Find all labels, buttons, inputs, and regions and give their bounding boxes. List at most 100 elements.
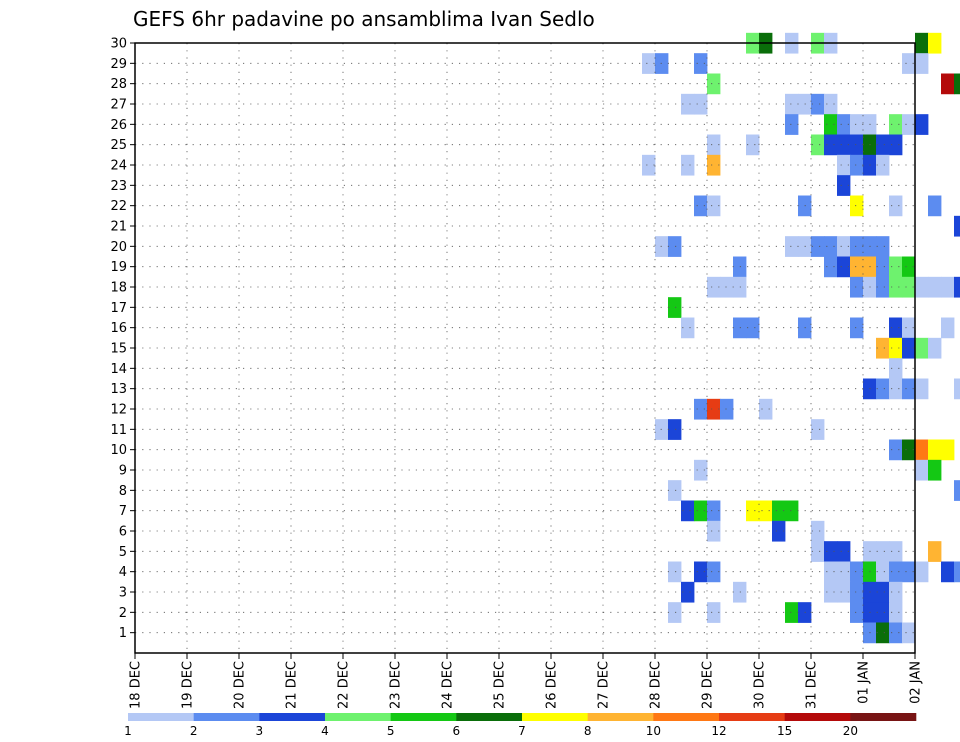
- heatmap-cell: [811, 93, 825, 115]
- y-tick-label: 5: [119, 545, 127, 560]
- heatmap-cell: [902, 256, 916, 278]
- heatmap-cell: [915, 337, 929, 359]
- y-tick-label: 17: [110, 301, 127, 316]
- heatmap-cell: [876, 622, 890, 644]
- y-tick-label: 22: [110, 199, 127, 214]
- heatmap-cell: [707, 520, 721, 542]
- heatmap-cell: [668, 419, 682, 440]
- x-tick-label: 20 DEC: [233, 661, 248, 709]
- heatmap-cell: [824, 114, 838, 135]
- y-tick-label: 29: [110, 57, 127, 72]
- heatmap-cell: [837, 134, 851, 156]
- x-tick-label: 23 DEC: [389, 661, 404, 709]
- x-tick-label: 26 DEC: [545, 661, 560, 709]
- heatmap-cell: [928, 32, 942, 54]
- heatmap-cell: [902, 276, 916, 298]
- y-tick-label: 25: [110, 138, 127, 153]
- heatmap-cell: [824, 561, 838, 583]
- heatmap-cell: [642, 154, 656, 176]
- heatmap-cell: [837, 154, 851, 176]
- y-tick-label: 8: [119, 484, 127, 499]
- heatmap-cell: [811, 134, 825, 156]
- heatmap-cell: [928, 541, 942, 562]
- heatmap-cell: [785, 93, 799, 115]
- y-tick-label: 18: [110, 281, 127, 296]
- heatmap-cell: [824, 541, 838, 562]
- x-tick-label: 02 JAN: [909, 661, 924, 704]
- colorbar-swatch: [390, 713, 457, 721]
- y-tick-label: 6: [119, 525, 127, 540]
- y-tick-label: 20: [110, 240, 127, 255]
- heatmap-cell: [941, 561, 955, 583]
- heatmap-cell: [889, 358, 903, 379]
- colorbar-swatch: [784, 713, 851, 721]
- y-tick-label: 15: [110, 342, 127, 357]
- colorbar-label: 5: [387, 724, 395, 738]
- heatmap-cell: [759, 500, 773, 522]
- heatmap-cell: [811, 541, 825, 562]
- heatmap-cell: [694, 93, 708, 115]
- colorbar-swatch: [719, 713, 785, 721]
- heatmap-cell: [941, 317, 955, 339]
- heatmap-cell: [889, 622, 903, 644]
- x-axis: 18 DEC 19 DEC 20 DEC 21 DEC 22 DEC 23 DEC 24 D…: [129, 653, 924, 709]
- heatmap-cell: [954, 215, 960, 237]
- heatmap-cell: [733, 256, 747, 278]
- heatmap-cell: [902, 53, 916, 74]
- heatmap-cell: [915, 561, 929, 583]
- heatmap-cell: [850, 236, 864, 257]
- heatmap-cell: [694, 398, 708, 420]
- heatmap-cell: [694, 561, 708, 583]
- heatmap-cell: [941, 73, 955, 95]
- heatmap-cell: [733, 317, 747, 339]
- heatmap-cell: [915, 32, 929, 54]
- colorbar-label: 4: [321, 724, 329, 738]
- heatmap-cell: [889, 114, 903, 135]
- heatmap-cell: [824, 236, 838, 257]
- heatmap-cell: [889, 378, 903, 400]
- y-tick-label: 11: [110, 423, 127, 438]
- y-tick-label: 2: [119, 606, 127, 621]
- chart-title: GEFS 6hr padavine po ansamblima Ivan Sed…: [133, 7, 595, 31]
- heatmap-cell: [642, 53, 656, 74]
- heatmap-cell: [694, 500, 708, 522]
- y-tick-label: 16: [110, 321, 127, 336]
- heatmap-cell: [902, 378, 916, 400]
- y-tick-label: 14: [110, 362, 127, 377]
- heatmap-cell: [720, 398, 734, 420]
- colorbar-label: 2: [190, 724, 198, 738]
- heatmap-cell: [668, 480, 682, 501]
- heatmap-cell: [902, 561, 916, 583]
- x-tick-label: 28 DEC: [649, 661, 664, 709]
- heatmap-cell: [889, 134, 903, 156]
- heatmap-cell: [681, 154, 695, 176]
- y-tick-label: 19: [110, 260, 127, 275]
- heatmap-cell: [811, 520, 825, 542]
- colorbar-swatch: [325, 713, 391, 721]
- colorbar-swatch: [456, 713, 523, 721]
- heatmap-cell: [837, 561, 851, 583]
- heatmap-cell: [915, 53, 929, 74]
- colorbar-swatch: [259, 713, 326, 721]
- heatmap-cell: [902, 622, 916, 644]
- heatmap-cell: [837, 236, 851, 257]
- heatmap-cell: [733, 276, 747, 298]
- heatmap-cell: [707, 500, 721, 522]
- colorbar-swatch: [522, 713, 588, 721]
- x-tick-label: 31 DEC: [805, 661, 820, 709]
- heatmap-cell: [889, 276, 903, 298]
- heatmap-cell: [811, 236, 825, 257]
- heatmap-cell: [837, 581, 851, 603]
- heatmap-cell: [889, 439, 903, 461]
- heatmap-cell: [941, 276, 955, 298]
- heatmap-cell: [850, 561, 864, 583]
- heatmap-cell: [889, 581, 903, 603]
- heatmap-cell: [746, 134, 760, 156]
- heatmap-cell: [915, 378, 929, 400]
- y-tick-label: 27: [110, 98, 127, 113]
- heatmap-cell: [785, 236, 799, 257]
- heatmap-cell: [707, 154, 721, 176]
- heatmap-cell: [746, 317, 760, 339]
- x-tick-label: 18 DEC: [129, 661, 144, 709]
- heatmap-cell: [772, 520, 786, 542]
